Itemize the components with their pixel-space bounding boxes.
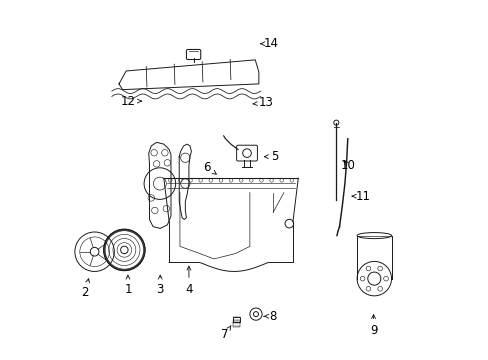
Text: 13: 13 bbox=[252, 96, 273, 109]
Text: 12: 12 bbox=[120, 95, 141, 108]
Text: 14: 14 bbox=[260, 37, 278, 50]
Text: 1: 1 bbox=[124, 275, 131, 296]
Text: 3: 3 bbox=[156, 275, 163, 296]
Text: 8: 8 bbox=[264, 310, 276, 323]
Text: 11: 11 bbox=[351, 190, 369, 203]
Text: 6: 6 bbox=[203, 161, 216, 174]
Text: 7: 7 bbox=[221, 325, 230, 341]
Text: 9: 9 bbox=[369, 315, 377, 337]
Text: 2: 2 bbox=[81, 279, 89, 300]
Text: 4: 4 bbox=[185, 266, 192, 296]
Text: 10: 10 bbox=[340, 159, 355, 172]
Text: 5: 5 bbox=[264, 150, 278, 163]
